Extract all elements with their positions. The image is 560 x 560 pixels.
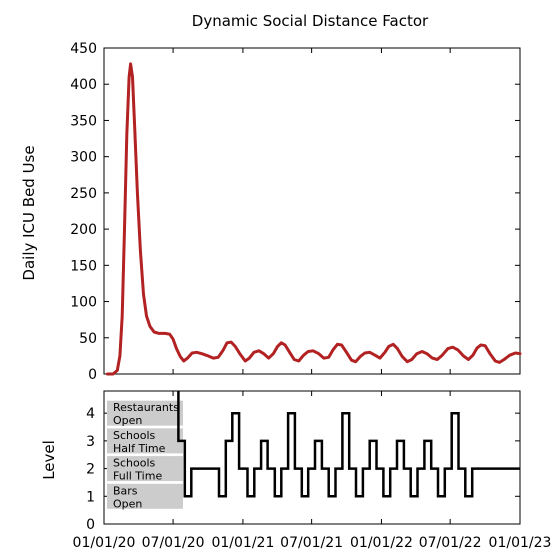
bottom-panel: 0 1 2 3 4 01/01/20 07/01/20 01/01/21 07/01/21 01/… [73, 390, 552, 551]
level-label-4-line-1: Open [113, 414, 142, 427]
level-label-box-3 [107, 428, 183, 454]
top-y-tick-label-1: 50 [79, 331, 97, 347]
top-y-tick-label-4: 200 [70, 222, 97, 238]
bottom-y-tick-label-2: 2 [86, 462, 95, 478]
x-tick-label-0: 01/01/20 [73, 535, 136, 551]
x-tick-label-2: 01/01/21 [211, 535, 274, 551]
top-y-tick-label-5: 250 [70, 186, 97, 202]
level-label-3-line-1: Half Time [113, 442, 166, 455]
bottom-y-axis-title: Level [40, 440, 58, 480]
bottom-y-tick-label-0: 0 [86, 517, 95, 533]
top-y-tick-label-7: 350 [70, 113, 97, 129]
x-tick-label-4: 01/01/22 [350, 535, 413, 551]
x-tick-label-6: 01/01/23 [489, 535, 552, 551]
level-label-4-line-0: Restaurants [113, 401, 179, 414]
top-y-axis-title: Daily ICU Bed Use [20, 145, 38, 280]
level-label-box-1 [107, 483, 183, 509]
top-y-tick-label-9: 450 [70, 41, 97, 57]
icu-bed-use-line [105, 62, 522, 376]
bottom-y-tick-label-4: 4 [86, 406, 95, 422]
chart-title: Dynamic Social Distance Factor [192, 12, 429, 30]
top-y-tick-label-0: 0 [88, 367, 97, 383]
level-label-1-line-1: Open [113, 497, 142, 510]
level-label-1-line-0: Bars [113, 484, 138, 497]
bottom-y-tick-label-3: 3 [86, 434, 95, 450]
x-tick-label-3: 07/01/21 [280, 535, 343, 551]
top-y-tick-label-3: 150 [70, 258, 97, 274]
social-distance-level-line [177, 391, 520, 498]
top-panel: 0 50 100 150 200 250 300 350 400 450 [70, 41, 522, 383]
top-plot-frame [103, 47, 521, 375]
top-y-tick-label-8: 400 [70, 77, 97, 93]
bottom-y-tick-label-1: 1 [86, 489, 95, 505]
x-tick-label-5: 07/01/22 [419, 535, 482, 551]
level-label-3-line-0: Schools [113, 429, 156, 442]
top-y-tick-label-2: 100 [70, 295, 97, 311]
top-y-tick-label-6: 300 [70, 150, 97, 166]
level-label-box-4 [107, 400, 183, 426]
x-tick-label-1: 07/01/20 [142, 535, 205, 551]
level-label-2-line-0: Schools [113, 457, 156, 470]
level-label-2-line-1: Full Time [113, 470, 162, 483]
level-label-box-2 [107, 456, 183, 482]
